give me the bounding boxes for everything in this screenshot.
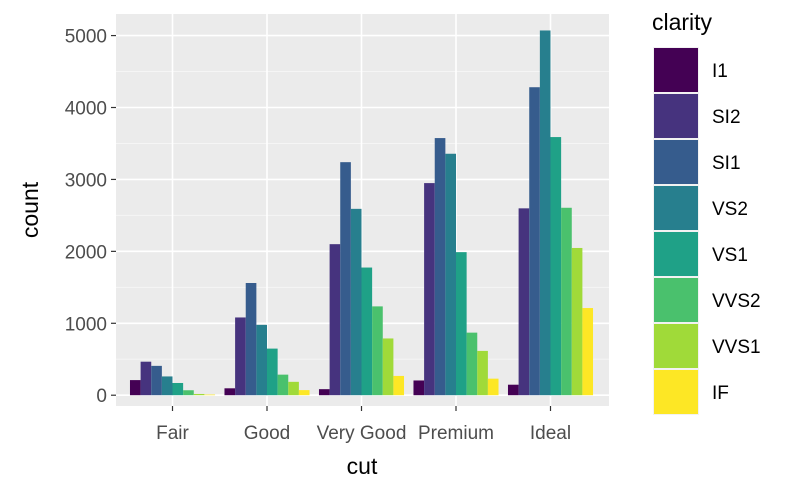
bar-vvs1-ideal [571,247,583,396]
bar-if-good [298,390,310,396]
legend-label-si1: SI1 [712,153,741,174]
bar-vs1-ideal [550,137,562,396]
y-tick-label: 4000 [65,99,107,120]
bar-i1-ideal [507,384,519,396]
bar-if-premium [487,378,499,396]
legend-label-vvs2: VVS2 [712,291,761,312]
bar-vs2-good [256,324,267,396]
y-tick-label: 1000 [65,314,107,335]
x-tick-label: Fair [156,423,189,444]
bar-if-fair [204,394,216,396]
x-tick-label: Good [244,423,290,444]
bar-vvs2-premium [466,332,478,396]
y-tick-label: 5000 [65,27,107,48]
y-tick-label: 0 [96,386,107,407]
bar-vs1-fair [172,382,184,396]
bar-vvs2-ideal [561,207,572,396]
x-tick-label: Very Good [317,423,407,444]
bar-vvs2-very-good [372,306,383,396]
bar-si1-very-good [340,162,351,396]
bar-vvs1-good [288,381,299,396]
bar-vvs1-premium [477,350,488,396]
bar-vs2-ideal [539,30,551,396]
bar-vs2-premium [445,153,456,396]
bar-vvs2-fair [183,390,194,396]
legend-key-si1 [654,140,698,184]
y-tick-label: 3000 [65,170,107,191]
legend: clarity I1 SI2 SI1 VS2 VS1 VVS2 VVS1 IF [652,9,761,415]
legend-key-vs1 [654,232,698,276]
y-axis: 0 1000 2000 3000 4000 5000 [65,27,116,407]
bar-si2-premium [424,183,435,396]
legend-label-vs1: VS1 [712,245,748,266]
legend-key-i1 [654,48,698,92]
bar-si1-fair [151,365,162,396]
bar-vvs2-good [277,374,289,396]
legend-label-vvs1: VVS1 [712,337,761,358]
legend-key-if [654,370,698,414]
bar-i1-premium [413,380,425,396]
bar-vs1-good [267,348,278,396]
bar-si2-good [235,317,246,396]
bar-i1-fair [129,380,141,396]
legend-key-vs2 [654,186,698,230]
bar-vvs1-fair [193,393,205,396]
bar-vs2-very-good [350,208,362,396]
x-axis-title: cut [347,453,378,479]
legend-label-i1: I1 [712,61,728,82]
legend-label-vs2: VS2 [712,199,748,220]
x-tick-label: Ideal [530,423,571,444]
y-tick-label: 2000 [65,242,107,263]
bar-si1-good [245,283,257,396]
legend-label-if: IF [712,383,729,404]
bar-vvs1-very-good [382,338,394,396]
bar-vs1-very-good [361,267,373,396]
bar-si2-very-good [329,244,341,396]
legend-key-vvs1 [654,324,698,368]
bar-if-ideal [582,308,594,396]
legend-title: clarity [652,9,713,35]
bar-si2-fair [140,361,152,396]
y-axis-title: count [17,181,43,238]
x-tick-label: Premium [418,423,494,444]
bar-si2-ideal [518,208,530,396]
bar-vs2-fair [161,376,173,396]
bar-i1-good [224,388,236,396]
x-axis: Fair Good Very Good Premium Ideal [156,406,571,444]
bar-vs1-premium [456,252,467,396]
legend-label-si2: SI2 [712,107,741,128]
bar-si1-ideal [529,87,540,396]
bar-i1-very-good [318,389,330,396]
legend-key-si2 [654,94,698,138]
bar-si1-premium [434,138,446,396]
legend-key-vvs2 [654,278,698,322]
bars [129,30,594,396]
bar-if-very-good [393,375,405,396]
